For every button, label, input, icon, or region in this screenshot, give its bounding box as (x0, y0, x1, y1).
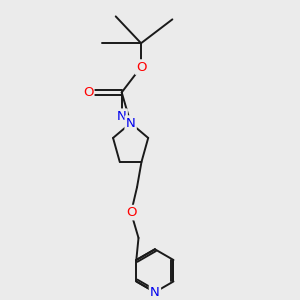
Text: N: N (117, 110, 127, 123)
Text: N: N (150, 286, 160, 299)
Text: N: N (126, 117, 136, 130)
Text: O: O (136, 61, 146, 74)
Text: O: O (83, 86, 93, 99)
Text: O: O (126, 206, 136, 219)
